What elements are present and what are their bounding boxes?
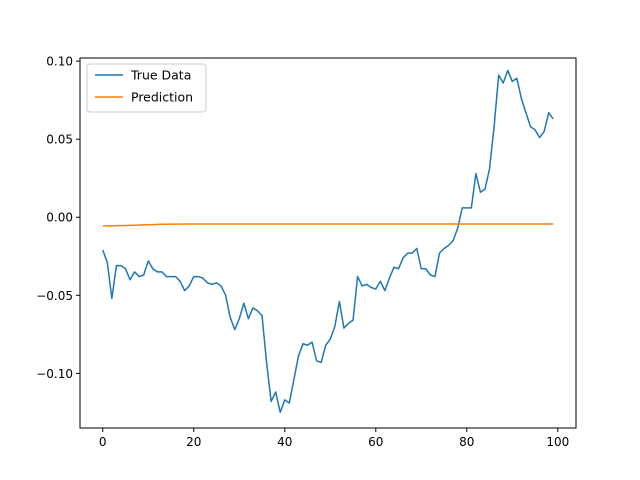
x-tick-label: 80 — [459, 435, 474, 449]
y-tick-label: −0.10 — [36, 367, 73, 381]
true-data-line — [102, 69, 554, 414]
legend-label-prediction: Prediction — [131, 90, 193, 105]
x-tick-label: 60 — [368, 435, 383, 449]
legend: True Data Prediction — [86, 63, 207, 113]
y-tick-label: 0.10 — [46, 55, 73, 69]
y-tick-label: 0.00 — [46, 211, 73, 225]
y-tick-label: −0.05 — [36, 289, 73, 303]
y-tick-label: 0.05 — [46, 133, 73, 147]
series-layer — [102, 69, 554, 414]
x-axis: 0 20 40 60 80 100 — [99, 428, 569, 449]
x-tick-label: 20 — [186, 435, 201, 449]
prediction-line — [102, 223, 554, 227]
x-tick-label: 100 — [546, 435, 569, 449]
x-tick-label: 40 — [277, 435, 292, 449]
legend-label-true-data: True Data — [130, 68, 191, 83]
plot-frame — [79, 57, 577, 429]
y-axis: 0.10 0.05 0.00 −0.05 −0.10 — [36, 55, 80, 381]
legend-box — [86, 63, 207, 113]
x-tick-label: 0 — [99, 435, 107, 449]
